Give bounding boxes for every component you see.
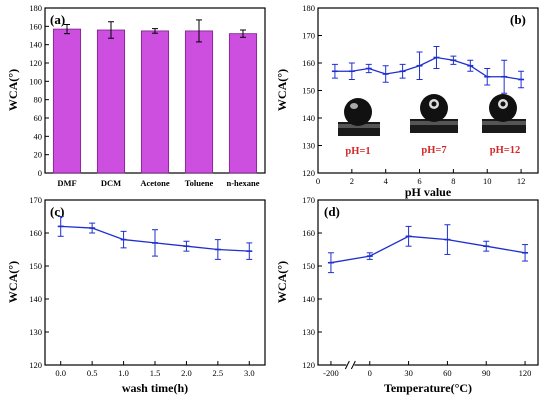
- panel-c-ytick-label-2: 140: [29, 294, 42, 304]
- panel-c-ytick-label-0: 120: [29, 360, 42, 370]
- ph-label-7: pH=7: [421, 145, 446, 156]
- droplet-image-ph1: [338, 98, 380, 136]
- axis-break-gap: [346, 362, 355, 368]
- panel-b-xtick-label-1: 2: [350, 176, 354, 186]
- panel-c-series: [57, 216, 253, 260]
- droplet-image-ph12: [482, 94, 526, 133]
- panel-a-category-4: n-hexane: [226, 178, 259, 188]
- panel-c-ylabel: WCA(°): [6, 261, 20, 303]
- panel-a-ytick-label-1: 20: [34, 150, 43, 160]
- panel-c-xtick-label-3: 1.5: [150, 368, 161, 378]
- panel-c-label: (c): [50, 204, 64, 219]
- panel-b-xlabel: pH value: [405, 185, 452, 199]
- axis-break-mark-left: [344, 360, 350, 370]
- panel-d-xtick-label-4: 90: [482, 368, 491, 378]
- panel-a-bar-1: [96, 29, 126, 174]
- panel-b-ylabel: WCA(°): [275, 69, 289, 111]
- panel-a-ytick-label-7: 140: [29, 40, 42, 50]
- panel-a-ytick-label-6: 120: [29, 58, 42, 68]
- panel-b-label: (b): [510, 12, 526, 27]
- panel-b: (b) WCA(°) pH value 12013014015016017018…: [275, 3, 539, 199]
- panel-a-ytick-label-9: 180: [29, 3, 42, 13]
- panel-d-ytick-label-2: 140: [302, 294, 315, 304]
- panel-a-label: (a): [50, 12, 65, 27]
- panel-b-xtick-label-4: 8: [451, 176, 455, 186]
- panel-b-ytick-label-1: 130: [302, 141, 315, 151]
- panel-b-ytick-label-4: 160: [302, 58, 315, 68]
- panel-d-ytick-label-3: 150: [302, 261, 315, 271]
- panel-c-ytick-label-5: 170: [29, 195, 42, 205]
- panel-a-ytick-label-8: 160: [29, 21, 42, 31]
- panel-d-xtick-label-1: 0: [368, 368, 372, 378]
- panel-c: (c) WCA(°) wash time(h) 1201301401501601…: [6, 195, 266, 395]
- panel-c-xtick-label-2: 1.0: [118, 368, 129, 378]
- panel-d-xlabel: Temperature(°C): [384, 381, 472, 395]
- panel-a-category-1: DCM: [101, 178, 121, 188]
- panel-c-ytick-label-1: 130: [29, 327, 42, 337]
- panel-d-ytick-label-1: 130: [302, 327, 315, 337]
- panel-d: (d) WCA(°) Temperature(°C) 1201301401501…: [275, 195, 539, 395]
- panel-a-category-3: Toluene: [185, 178, 214, 188]
- panel-a-ytick-label-3: 60: [34, 113, 43, 123]
- panel-a-ytick-label-5: 100: [29, 76, 42, 86]
- panel-b-series-line: [334, 56, 522, 81]
- panel-c-ytick-label-4: 160: [29, 228, 42, 238]
- panel-c-xtick-label-1: 0.5: [87, 368, 98, 378]
- panel-d-xtick-label-0: -200: [323, 368, 339, 378]
- panel-a-ytick-label-2: 40: [34, 131, 43, 141]
- panel-a-bar-0: [52, 28, 82, 174]
- panel-d-ytick-label-5: 170: [302, 195, 315, 205]
- panel-b-xtick-label-0: 0: [316, 176, 320, 186]
- panel-a-yticks: 0 20 40 60 80 100 120 140 160 180: [29, 3, 49, 178]
- panel-a-category-2: Acetone: [140, 178, 169, 188]
- panel-b-xtick-label-5: 10: [483, 176, 492, 186]
- panel-b-ytick-label-6: 180: [302, 3, 315, 13]
- panel-b-series: [331, 46, 525, 94]
- panel-a-bar-4: [228, 33, 258, 174]
- panel-d-series-line: [330, 235, 526, 264]
- panel-a-categories: DMF DCM Acetone Toluene n-hexane: [57, 178, 259, 188]
- ph-label-1: pH=1: [345, 146, 370, 157]
- panel-d-ticks: 120 130 140 150 160 170 -200 0 30 60 90 120: [302, 195, 531, 378]
- panel-c-xtick-label-5: 2.5: [213, 368, 224, 378]
- panel-b-ytick-label-3: 150: [302, 86, 315, 96]
- panel-b-xtick-label-3: 6: [417, 176, 421, 186]
- panel-b-ytick-label-0: 120: [302, 168, 315, 178]
- panel-c-xtick-label-6: 3.0: [244, 368, 255, 378]
- panel-d-label: (d): [324, 204, 340, 219]
- panel-c-ytick-label-3: 150: [29, 261, 42, 271]
- panel-a-bar-2: [140, 30, 170, 174]
- panel-a-bars: [52, 19, 258, 174]
- panel-b-xtick-label-6: 12: [517, 176, 526, 186]
- axis-break-mark-right: [350, 360, 356, 370]
- panel-a-ylabel: WCA(°): [6, 69, 20, 111]
- panel-d-ytick-label-4: 160: [302, 228, 315, 238]
- panel-c-xtick-label-4: 2.0: [181, 368, 192, 378]
- panel-a-category-0: DMF: [57, 178, 76, 188]
- panel-d-xtick-label-3: 60: [443, 368, 452, 378]
- panel-d-ytick-label-0: 120: [302, 360, 315, 370]
- panel-a-ytick-label-4: 80: [34, 95, 43, 105]
- panel-c-ticks: 120 130 140 150 160 170 0.0 0.5 1.0 1.5 2.0 2.5 3.0: [29, 195, 254, 378]
- panel-d-series: [327, 224, 529, 274]
- droplet-image-ph7: [410, 94, 458, 133]
- panel-b-xtick-label-2: 4: [384, 176, 389, 186]
- panel-c-frame: [44, 199, 266, 366]
- panel-d-ylabel: WCA(°): [275, 261, 289, 303]
- panel-a-bar-3: [184, 30, 214, 174]
- panel-c-xtick-label-0: 0.0: [55, 368, 66, 378]
- panel-d-frame: [317, 199, 539, 366]
- panel-b-ticks: 120 130 140 150 160 170 180 0 2 4 6 8 10 12: [302, 3, 525, 186]
- panel-b-ytick-label-5: 170: [302, 31, 315, 41]
- panel-a-ytick-label-0: 0: [38, 168, 42, 178]
- panel-d-xtick-label-5: 120: [519, 368, 532, 378]
- panel-d-xtick-label-2: 30: [404, 368, 413, 378]
- panel-c-xlabel: wash time(h): [122, 381, 188, 395]
- ph-label-12: pH=12: [490, 145, 521, 156]
- panel-b-ytick-label-2: 140: [302, 113, 315, 123]
